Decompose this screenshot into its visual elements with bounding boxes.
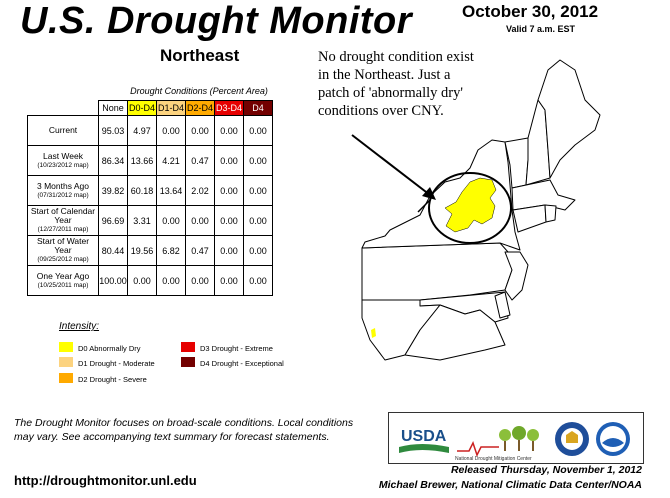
- arrow-head-icon: [422, 187, 436, 200]
- table-cell: 95.03: [98, 115, 128, 146]
- state-virginia-edge: [404, 304, 506, 361]
- table-cell: 0.00: [156, 205, 186, 236]
- legend-swatch-d3: [181, 342, 195, 352]
- ndmc-logo-text: National Drought Mitigation Center: [455, 456, 532, 462]
- author: Michael Brewer, National Climatic Data C…: [378, 479, 642, 491]
- legend-swatch-d0: [59, 342, 73, 352]
- row-label: Start of Calendar Year (12/27/2011 map): [27, 205, 99, 236]
- table-cell: 0.00: [214, 265, 244, 296]
- release-date: Released Thursday, November 1, 2012: [450, 464, 642, 476]
- col-d2-d4: D2-D4: [185, 100, 215, 116]
- footer-note: The Drought Monitor focuses on broad-sca…: [14, 417, 354, 443]
- col-d3-d4: D3-D4: [214, 100, 244, 116]
- row-label: Start of Water Year (09/25/2012 map): [27, 235, 99, 266]
- table-row: Current 95.03 4.97 0.00 0.00 0.00 0.00: [27, 115, 273, 146]
- table-cell: 0.00: [243, 265, 273, 296]
- table-cell: 0.00: [127, 265, 157, 296]
- noaa-logo-icon: [596, 422, 630, 456]
- abnormally-dry-area-small: [371, 328, 376, 338]
- row-label: 3 Months Ago (07/31/2012 map): [27, 175, 99, 206]
- table-cell: 13.64: [156, 175, 186, 206]
- state-connecticut: [512, 204, 547, 233]
- table-row: Last Week (10/23/2012 map) 86.34 13.66 4.…: [27, 145, 273, 176]
- valid-time: Valid 7 a.m. EST: [506, 24, 576, 34]
- legend-swatch-d4: [181, 357, 195, 367]
- row-label: One Year Ago (10/25/2011 map): [27, 265, 99, 296]
- table-cell: 80.44: [98, 235, 128, 266]
- legend-label-d4: D4 Drought - Exceptional: [200, 359, 284, 368]
- legend-swatch-d1: [59, 357, 73, 367]
- partner-logos: USDA National Drought Mitigation Center: [388, 412, 644, 464]
- table-cell: 4.21: [156, 145, 186, 176]
- abnormally-dry-area: [444, 177, 497, 233]
- legend-label-d1: D1 Drought - Moderate: [78, 359, 155, 368]
- legend-title: Intensity:: [59, 321, 100, 332]
- map-date: October 30, 2012: [462, 2, 599, 21]
- table-cell: 0.00: [214, 115, 244, 146]
- table-caption: Drought Conditions (Percent Area): [130, 86, 268, 96]
- annotation-arrow: [351, 134, 431, 196]
- table-cell: 0.00: [214, 235, 244, 266]
- legend-swatch-d2: [59, 373, 73, 383]
- legend-label-d2: D2 Drought - Severe: [78, 375, 147, 384]
- table-header-row: None D0-D4 D1-D4 D2-D4 D3-D4 D4: [28, 100, 273, 116]
- annotation-arrow-2: [417, 199, 431, 213]
- table-cell: 0.00: [156, 265, 186, 296]
- table-cell: 0.00: [243, 145, 273, 176]
- table-cell: 0.00: [214, 205, 244, 236]
- state-new-jersey: [504, 251, 529, 301]
- state-delaware: [494, 291, 511, 319]
- annotation-line: conditions over CNY.: [318, 103, 444, 119]
- ndmc-logo: National Drought Mitigation Center: [455, 426, 539, 462]
- annotation-line: patch of 'abnormally dry': [318, 85, 463, 101]
- table-row: One Year Ago (10/25/2011 map) 100.00 0.00…: [27, 265, 273, 296]
- state-maine: [537, 59, 601, 179]
- table-row: 3 Months Ago (07/31/2012 map) 39.82 60.18…: [27, 175, 273, 206]
- region-title: Northeast: [160, 46, 240, 65]
- col-none: None: [98, 100, 128, 116]
- annotation-line: No drought condition exist: [318, 49, 474, 65]
- usda-logo-text: USDA: [401, 428, 447, 445]
- doc-seal-icon: [555, 422, 589, 456]
- table-row: Start of Water Year (09/25/2012 map) 80.4…: [27, 235, 273, 266]
- highlight-circle: [428, 172, 512, 244]
- table-cell: 100.00: [98, 265, 128, 296]
- annotation-line: in the Northeast. Just a: [318, 67, 451, 83]
- annotation-text: No drought condition exist in the Northe…: [318, 48, 518, 120]
- usda-logo: USDA: [399, 428, 449, 453]
- state-rhode-island: [544, 204, 557, 223]
- drought-conditions-table: None D0-D4 D1-D4 D2-D4 D3-D4 D4 Current …: [27, 100, 273, 296]
- legend-label-d3: D3 Drought - Extreme: [200, 344, 273, 353]
- state-pennsylvania: [361, 242, 513, 301]
- site-url[interactable]: http://droughtmonitor.unl.edu: [14, 473, 197, 488]
- legend-label-d0: D0 Abnormally Dry: [78, 344, 141, 353]
- main-title: U.S. Drought Monitor: [20, 0, 413, 42]
- row-label: Current: [27, 115, 99, 146]
- table-cell: 0.00: [243, 205, 273, 236]
